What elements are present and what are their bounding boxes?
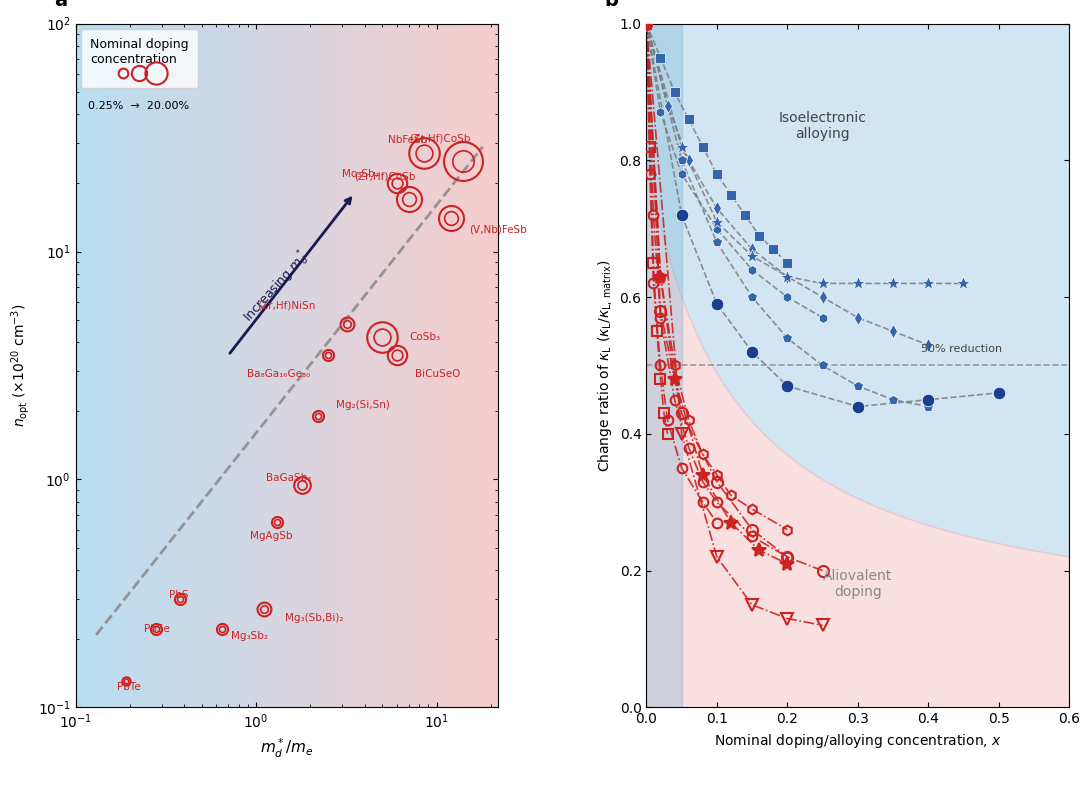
Legend: , , : , , — [81, 29, 198, 88]
Text: Isoelectronic
alloying: Isoelectronic alloying — [779, 111, 866, 141]
Text: a: a — [54, 0, 68, 10]
Text: (Zr,Hf)CoSb: (Zr,Hf)CoSb — [409, 133, 470, 143]
Text: PbTe: PbTe — [117, 682, 140, 692]
Text: (Zr,Hf)CoSb: (Zr,Hf)CoSb — [354, 171, 416, 182]
Text: 0.25%  →  20.00%: 0.25% → 20.00% — [89, 101, 189, 111]
Text: Aliovalent
doping: Aliovalent doping — [823, 569, 892, 600]
Text: MgAgSb: MgAgSb — [249, 531, 292, 541]
X-axis label: $m_d^*/m_e$: $m_d^*/m_e$ — [260, 736, 314, 759]
Text: PbSe: PbSe — [144, 624, 170, 634]
Text: Ba₈Ga₁₆Ge₃₀: Ba₈Ga₁₆Ge₃₀ — [246, 369, 310, 379]
Text: BaGaSb₂: BaGaSb₂ — [266, 472, 311, 483]
Text: Mg₃Sb₂: Mg₃Sb₂ — [231, 631, 268, 641]
Text: BiCuSeO: BiCuSeO — [415, 369, 460, 379]
Text: CoSb₃: CoSb₃ — [409, 332, 441, 343]
Text: Increasing $m_d^*$: Increasing $m_d^*$ — [239, 247, 313, 327]
Text: b: b — [604, 0, 618, 10]
Text: (V,Nb)FeSb: (V,Nb)FeSb — [469, 225, 527, 234]
Text: (Zr,Hf)NiSn: (Zr,Hf)NiSn — [257, 301, 315, 311]
Text: NbFeSb: NbFeSb — [388, 134, 427, 145]
Text: 50% reduction: 50% reduction — [921, 343, 1002, 354]
X-axis label: Nominal doping/alloying concentration, $x$: Nominal doping/alloying concentration, $… — [714, 732, 1002, 750]
Y-axis label: Change ratio of $\kappa_{\rm L}$ ($\kappa_{\rm L}/\kappa_{\rm L,\,matrix}$): Change ratio of $\kappa_{\rm L}$ ($\kapp… — [596, 259, 613, 472]
Text: Mo₃Sb₇: Mo₃Sb₇ — [342, 169, 379, 178]
Text: PbS: PbS — [170, 590, 189, 601]
Y-axis label: $n_{\rm opt}$ ($\times 10^{20}$ cm$^{-3}$): $n_{\rm opt}$ ($\times 10^{20}$ cm$^{-3}… — [9, 303, 32, 428]
Text: Mg₃(Sb,Bi)₂: Mg₃(Sb,Bi)₂ — [285, 613, 343, 623]
Text: Mg₂(Si,Sn): Mg₂(Si,Sn) — [336, 399, 390, 410]
